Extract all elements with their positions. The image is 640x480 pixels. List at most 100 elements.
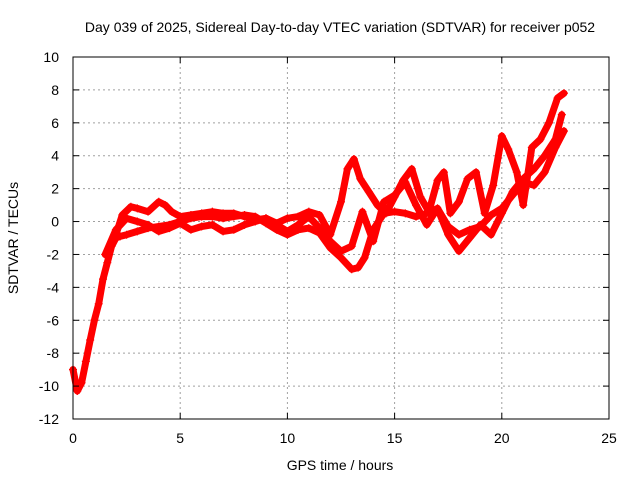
data-point bbox=[347, 265, 356, 274]
series-line bbox=[112, 89, 568, 239]
data-point bbox=[497, 209, 506, 218]
data-point bbox=[197, 222, 206, 231]
data-point bbox=[454, 230, 463, 239]
data-point bbox=[165, 224, 174, 233]
data-point bbox=[407, 164, 416, 173]
data-point bbox=[229, 225, 238, 234]
y-axis-title: SDTVAR / TECUs bbox=[5, 182, 21, 294]
series-2 bbox=[111, 89, 568, 239]
y-tick-label: -6 bbox=[47, 312, 60, 328]
data-point bbox=[463, 174, 472, 183]
data-point bbox=[167, 207, 176, 216]
data-point bbox=[294, 212, 303, 221]
y-tick-label: -10 bbox=[39, 378, 59, 394]
data-point bbox=[283, 214, 292, 223]
data-point bbox=[347, 242, 356, 251]
x-tick-label: 15 bbox=[387, 430, 403, 446]
data-point bbox=[454, 197, 463, 206]
y-tick-label: 10 bbox=[43, 49, 59, 65]
data-point bbox=[197, 209, 206, 218]
data-point bbox=[390, 191, 399, 200]
data-point bbox=[304, 224, 313, 233]
data-point bbox=[487, 230, 496, 239]
data-point bbox=[272, 220, 281, 229]
data-point bbox=[559, 89, 568, 98]
x-tick-label: 10 bbox=[280, 430, 296, 446]
data-point bbox=[540, 151, 549, 160]
data-point bbox=[90, 316, 99, 325]
data-point bbox=[86, 336, 95, 345]
data-point bbox=[161, 201, 170, 210]
y-tick-label: 2 bbox=[51, 181, 59, 197]
x-axis-title: GPS time / hours bbox=[287, 457, 394, 473]
data-point bbox=[527, 143, 536, 152]
y-tick-label: -4 bbox=[47, 279, 60, 295]
data-point bbox=[81, 357, 90, 366]
data-point bbox=[379, 197, 388, 206]
data-point bbox=[326, 237, 335, 246]
data-point bbox=[504, 145, 513, 154]
data-point bbox=[208, 220, 217, 229]
chart-title: Day 039 of 2025, Sidereal Day-to-day VTE… bbox=[85, 19, 595, 35]
data-point bbox=[497, 131, 506, 140]
data-point bbox=[208, 207, 217, 216]
data-point bbox=[154, 197, 163, 206]
data-point bbox=[553, 94, 562, 103]
data-point bbox=[476, 220, 485, 229]
data-point bbox=[77, 378, 86, 387]
data-point bbox=[512, 168, 521, 177]
x-tick-label: 25 bbox=[601, 430, 617, 446]
data-point bbox=[559, 127, 568, 136]
data-point bbox=[401, 178, 410, 187]
x-tick-label: 5 bbox=[176, 430, 184, 446]
data-point bbox=[94, 299, 103, 308]
data-point bbox=[122, 214, 131, 223]
series-line bbox=[101, 111, 566, 258]
data-point bbox=[551, 135, 560, 144]
data-point bbox=[454, 247, 463, 256]
data-point bbox=[536, 135, 545, 144]
data-point bbox=[364, 187, 373, 196]
data-point bbox=[356, 174, 365, 183]
data-point bbox=[433, 176, 442, 185]
y-tick-label: 0 bbox=[51, 214, 59, 230]
data-point bbox=[73, 387, 82, 396]
data-point bbox=[315, 210, 324, 219]
y-tick-label: 6 bbox=[51, 115, 59, 131]
y-tick-label: -8 bbox=[47, 345, 60, 361]
data-point bbox=[401, 209, 410, 218]
data-point bbox=[529, 181, 538, 190]
data-point bbox=[133, 227, 142, 236]
x-tick-label: 20 bbox=[494, 430, 510, 446]
data-point bbox=[337, 247, 345, 256]
y-tick-label: -2 bbox=[47, 246, 60, 262]
data-point bbox=[144, 207, 153, 216]
data-point bbox=[126, 202, 135, 211]
data-point bbox=[508, 187, 517, 196]
data-point bbox=[465, 234, 474, 242]
data-point bbox=[186, 210, 195, 219]
data-point bbox=[444, 230, 453, 239]
data-point bbox=[337, 197, 345, 206]
data-point bbox=[219, 209, 228, 218]
data-point bbox=[315, 224, 324, 233]
data-point bbox=[176, 219, 185, 228]
data-point bbox=[133, 204, 142, 213]
data-point bbox=[186, 225, 195, 234]
data-point bbox=[529, 164, 538, 173]
data-point bbox=[472, 168, 481, 177]
data-point bbox=[229, 209, 238, 218]
data-point bbox=[122, 230, 131, 239]
data-point bbox=[343, 164, 352, 173]
data-point bbox=[354, 263, 363, 272]
x-tick-label: 0 bbox=[69, 430, 77, 446]
data-point bbox=[540, 168, 549, 177]
data-point bbox=[439, 168, 448, 177]
data-point bbox=[446, 209, 455, 218]
data-point bbox=[251, 217, 260, 226]
data-point bbox=[304, 212, 313, 221]
data-point bbox=[416, 192, 425, 201]
grid bbox=[73, 57, 609, 419]
data-point bbox=[487, 210, 496, 219]
data-point bbox=[489, 181, 498, 190]
